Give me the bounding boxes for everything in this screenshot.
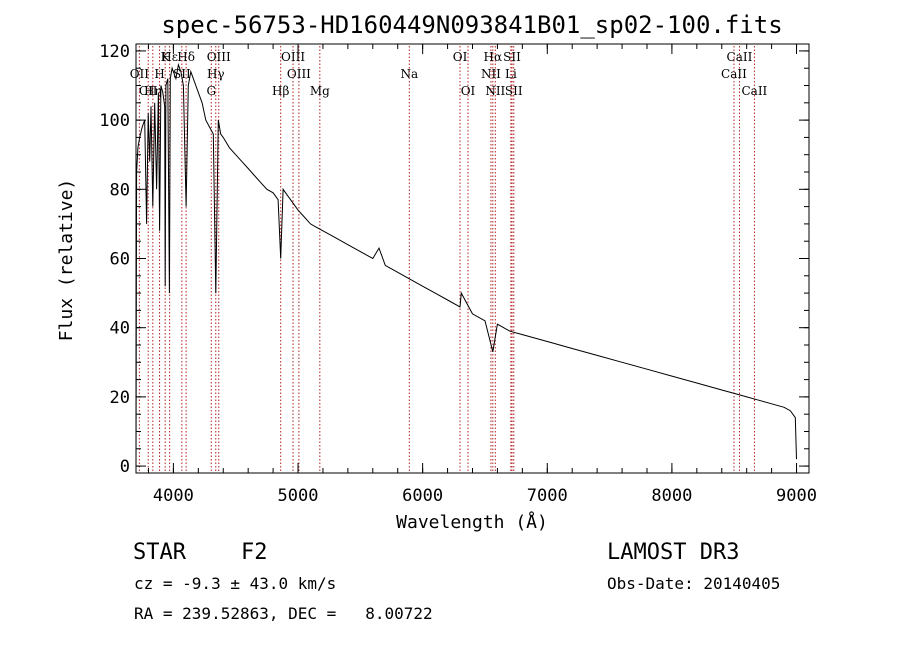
x-tick-label: 9000	[776, 486, 817, 506]
obs-date-text: Obs-Date: 20140405	[607, 574, 781, 593]
line-label: NII	[485, 84, 505, 98]
line-label: OII	[130, 67, 150, 81]
spectrum-line	[135, 62, 797, 467]
line-label: NII	[481, 67, 501, 81]
object-class: STAR	[133, 540, 186, 565]
redshift-text: cz = -9.3 ± 43.0 km/s	[134, 574, 337, 593]
line-label: Na	[400, 67, 418, 81]
line-label: Hδ	[177, 50, 195, 64]
y-tick-label: 20	[110, 388, 130, 408]
line-label: SII	[505, 84, 523, 98]
x-tick-label: 5000	[278, 486, 319, 506]
y-tick-label: 80	[110, 180, 130, 200]
line-label: Li	[505, 67, 517, 81]
line-label: Hβ	[272, 84, 289, 98]
line-label: G	[206, 84, 216, 98]
line-label: CaII	[727, 50, 753, 64]
y-tick-label: 40	[110, 319, 130, 339]
x-tick-label: 8000	[651, 486, 692, 506]
y-tick-label: 0	[120, 457, 130, 477]
line-label: Mg	[310, 84, 330, 98]
line-label: OIII	[281, 50, 305, 64]
plot-frame	[135, 43, 810, 474]
y-axis-label: Flux (relative)	[56, 179, 77, 342]
x-axis-ticks: 4000 5000 6000 7000 8000 9000	[147, 44, 817, 506]
coords-text: RA = 239.52863, DEC = 8.00722	[134, 604, 433, 623]
line-label: CaII	[721, 67, 747, 81]
chart-title: spec-56753-HD160449N093841B01_sp02-100.f…	[161, 11, 782, 39]
line-label: Hη	[144, 84, 162, 98]
line-label: OI	[453, 50, 468, 64]
x-tick-label: 4000	[153, 486, 194, 506]
emission-line-markers	[138, 46, 755, 473]
line-label: Hα	[484, 50, 503, 64]
line-label: CaII	[741, 84, 767, 98]
y-tick-label: 120	[99, 42, 130, 62]
line-label: H	[154, 67, 164, 81]
y-tick-label: 60	[110, 250, 130, 270]
x-tick-label: 6000	[402, 486, 443, 506]
line-label: OIII	[287, 67, 311, 81]
line-label: CII	[139, 84, 158, 98]
line-label: OI	[461, 84, 476, 98]
object-subclass: F2	[241, 540, 268, 565]
y-tick-label: 100	[99, 111, 130, 131]
line-label: K	[161, 50, 171, 64]
y-axis-ticks: 0 20 40 60 80 100 120	[99, 42, 809, 477]
x-tick-label: 7000	[527, 486, 568, 506]
survey-name: LAMOST DR3	[607, 540, 740, 565]
x-axis-label: Wavelength (Å)	[396, 511, 548, 533]
line-label: SII	[503, 50, 521, 64]
line-label: OIII	[207, 50, 231, 64]
line-label: Hγ	[207, 67, 225, 81]
